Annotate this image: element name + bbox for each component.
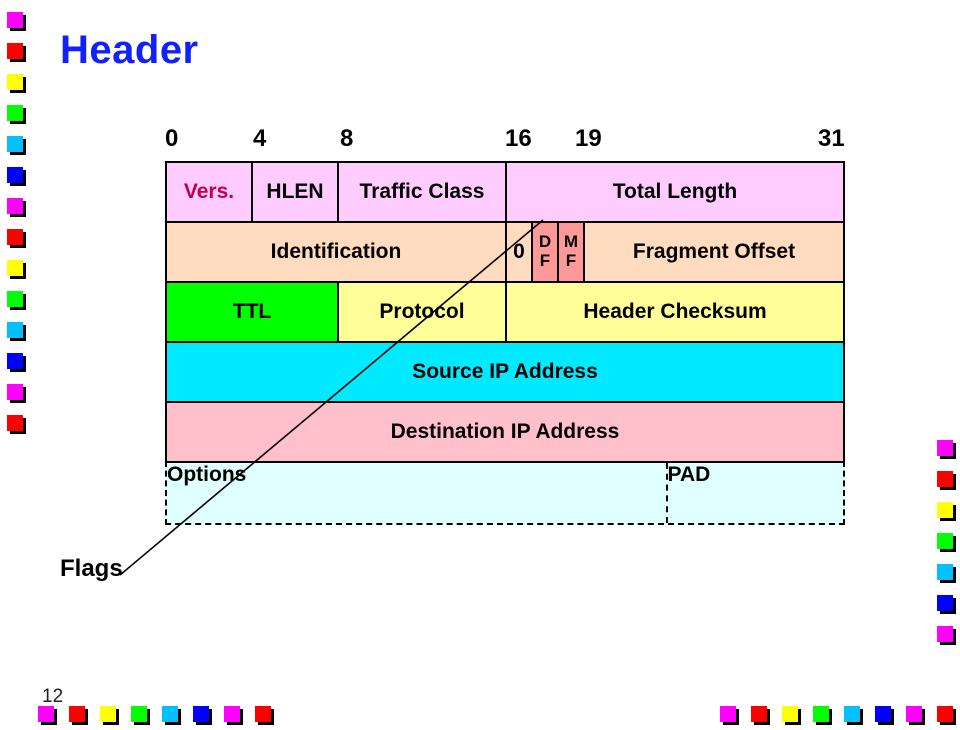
- page-number: 12: [42, 686, 63, 708]
- slide: Header 048161931 Vers.HLENTraffic ClassT…: [0, 0, 960, 730]
- flags-arrow: [0, 0, 960, 730]
